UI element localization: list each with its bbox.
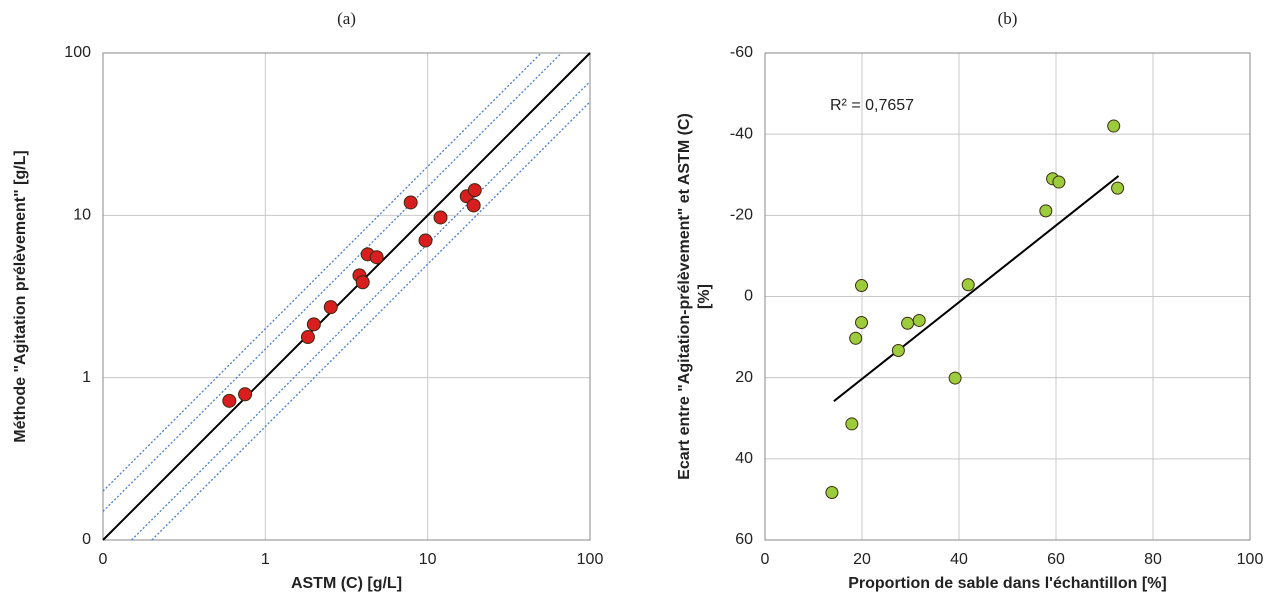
y-axis-title: [%] [696,284,713,309]
point [403,195,418,210]
point [1111,181,1125,195]
x-axis-title: ASTM (C) [g/L] [291,575,402,592]
point [891,343,905,357]
y-tick-label: 0 [744,288,753,305]
chart-title: (a) [337,9,356,28]
annotation: R² = 0,7657 [830,97,914,114]
point [418,233,433,248]
x-tick-label: 0 [761,551,770,568]
x-tick-label: 40 [950,551,968,568]
reference-line [151,101,591,541]
point [849,331,863,345]
point [948,371,962,385]
reference-line [102,52,562,512]
x-tick-label: 1 [261,551,270,568]
point [845,417,859,431]
point [855,279,869,293]
y-tick-label: 40 [735,450,753,467]
plot-frame [102,52,591,541]
point [466,198,481,213]
point [323,300,338,315]
point [300,330,315,345]
y-tick-label: -20 [730,207,753,224]
reference-line [833,175,1120,402]
y-tick-label: 1 [82,369,91,386]
point [901,316,915,330]
x-tick-label: 20 [853,551,871,568]
point [306,317,321,332]
point [825,486,839,500]
y-axis-title: Méthode "Agitation prélèvement" [g/L] [12,150,29,443]
y-tick-label: 0 [82,531,91,548]
plot-frame [764,52,1251,541]
point [355,275,370,290]
x-axis-title: Proportion de sable dans l'échantillon [… [848,575,1167,592]
x-tick-label: 10 [419,551,437,568]
reference-line [102,52,542,492]
point [912,313,926,327]
y-tick-label: 20 [735,369,753,386]
x-tick-label: 100 [577,551,604,568]
reference-line [102,52,591,541]
y-tick-label: 100 [64,44,91,61]
x-tick-label: 80 [1144,551,1162,568]
reference-line [131,81,591,541]
point [855,315,869,329]
point [369,250,384,265]
point [1107,119,1121,133]
x-tick-label: 60 [1047,551,1065,568]
x-tick-label: 0 [99,551,108,568]
y-tick-label: 10 [73,207,91,224]
y-tick-label: -40 [730,125,753,142]
point [467,183,482,198]
point [238,387,253,402]
y-tick-label: 60 [735,531,753,548]
point [1039,204,1053,218]
point [433,210,448,225]
chart-title: (b) [998,9,1018,28]
point [961,278,975,292]
point [222,393,237,408]
y-axis-title: Ecart entre "Agitation-prélèvement" et A… [676,113,693,480]
point [1052,175,1066,189]
y-tick-label: -60 [730,44,753,61]
x-tick-label: 100 [1237,551,1264,568]
